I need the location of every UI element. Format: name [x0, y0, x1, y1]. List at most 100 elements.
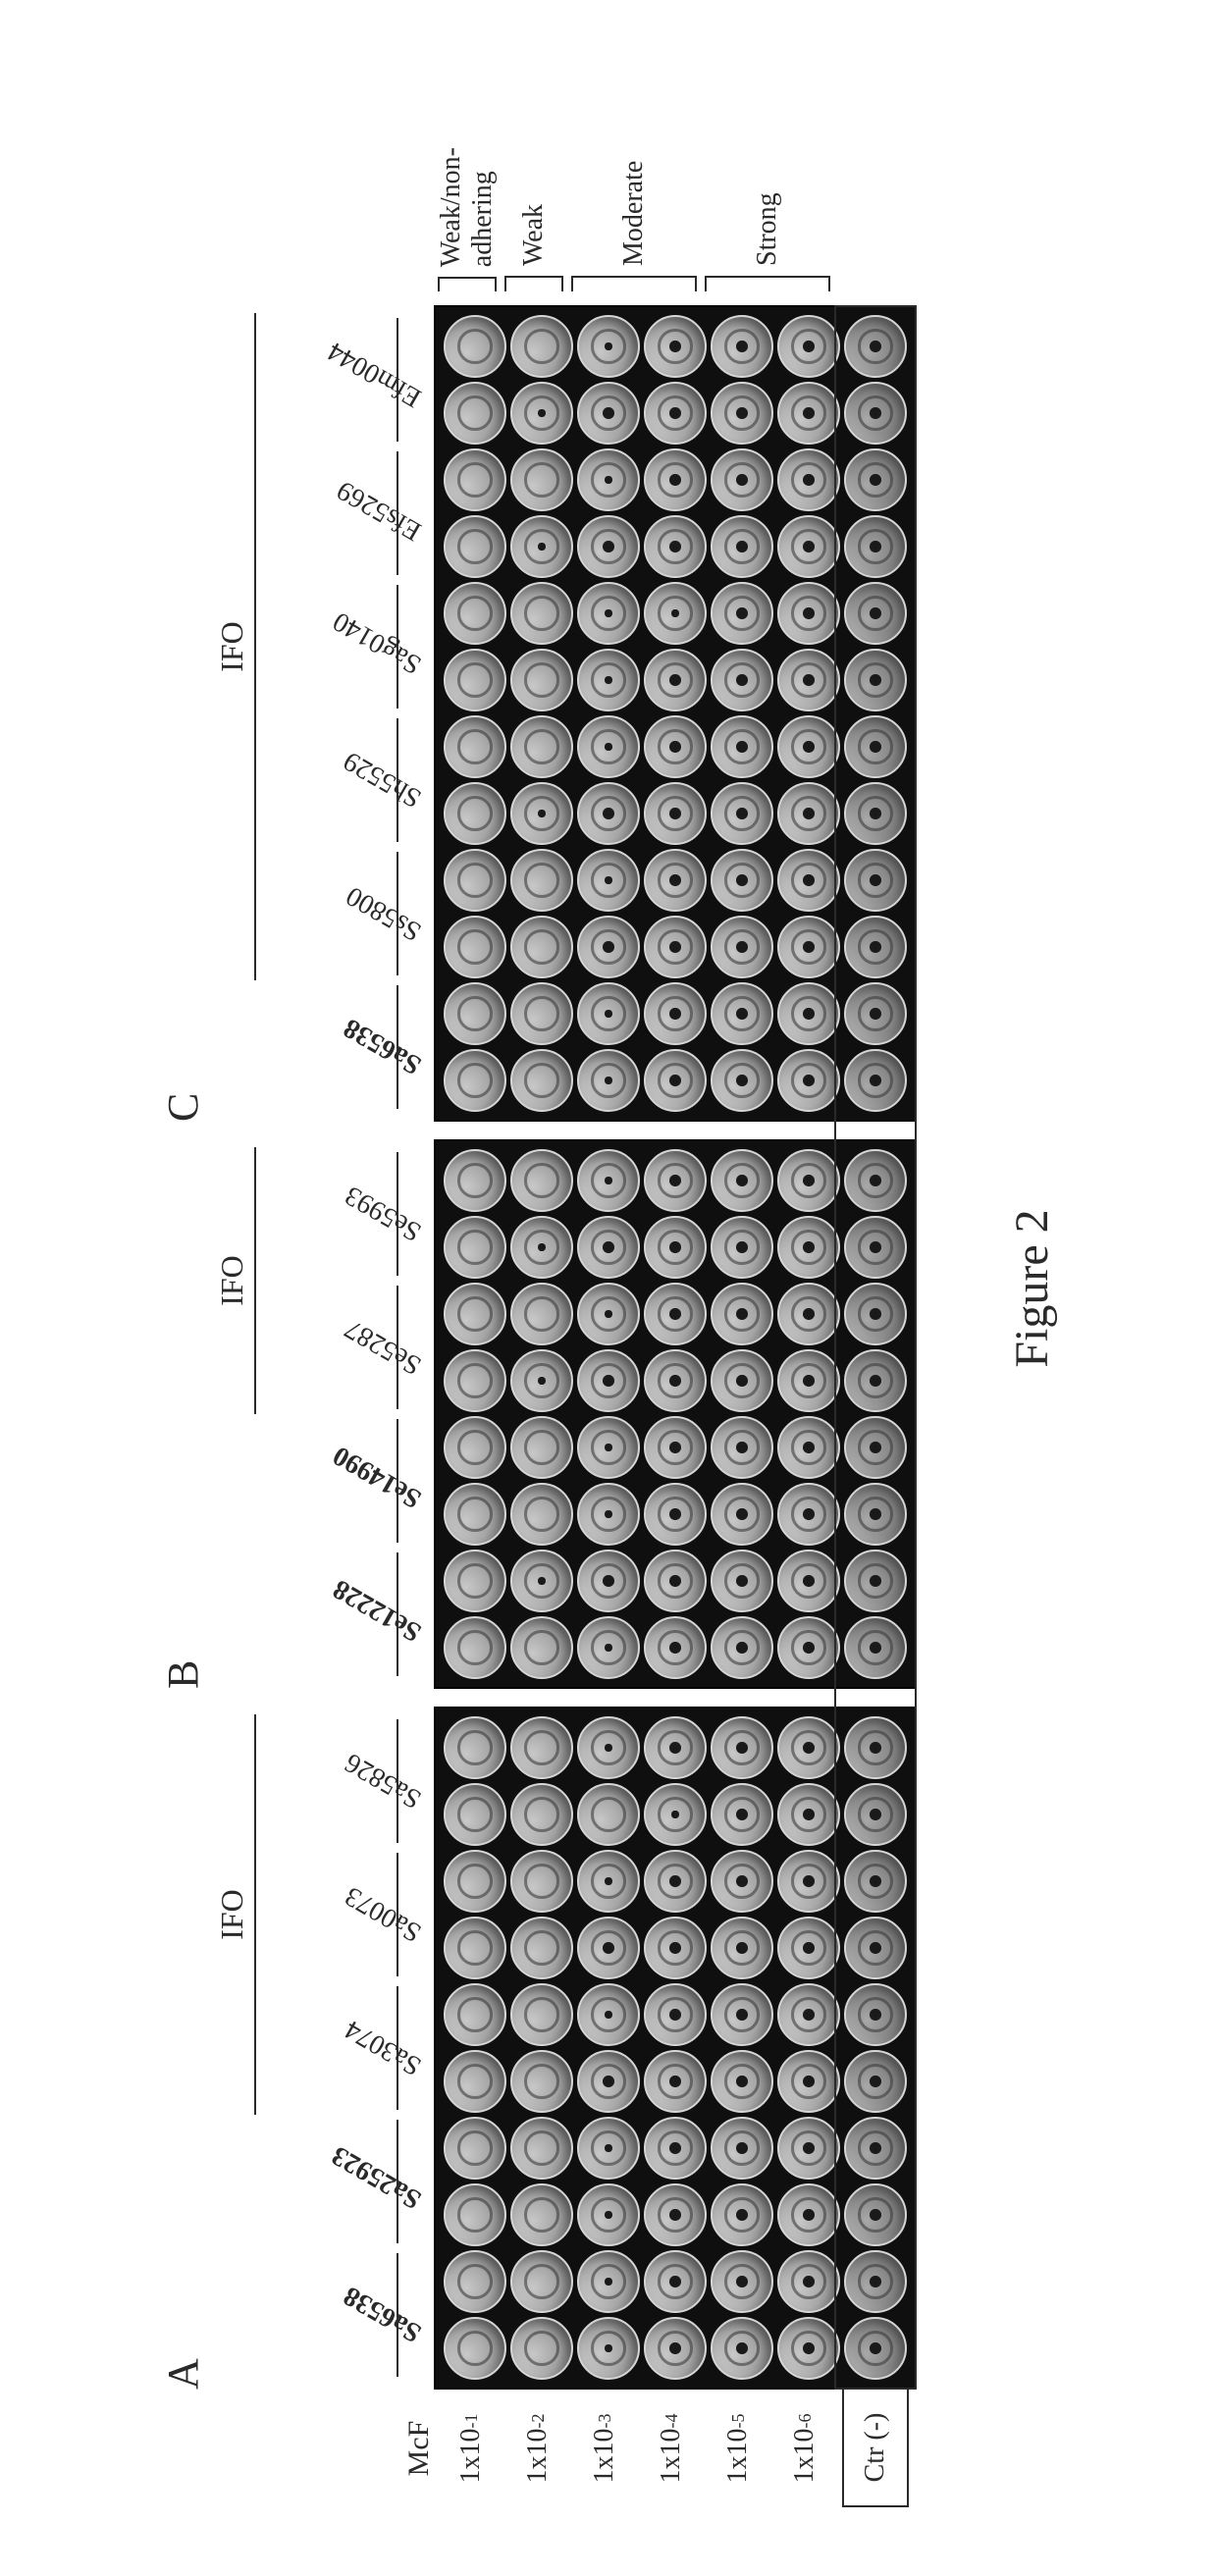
well — [777, 1049, 840, 1112]
well — [844, 2250, 907, 2313]
well — [510, 1850, 573, 1913]
strain-label: Sa3074 — [259, 1981, 397, 2115]
biofilm-dot — [669, 1875, 681, 1887]
well — [444, 382, 506, 445]
well — [644, 1616, 707, 1679]
category-brace — [705, 276, 830, 291]
biofilm-dot — [538, 409, 545, 416]
strain-tick — [397, 1719, 398, 1843]
well-ring — [724, 863, 759, 897]
well-outer — [644, 782, 707, 845]
well-ring — [591, 1563, 625, 1598]
well — [711, 1216, 773, 1279]
well — [777, 2183, 840, 2246]
well-outer — [510, 315, 573, 378]
well-ring — [591, 596, 625, 630]
well — [711, 1716, 773, 1779]
well — [510, 1216, 573, 1279]
well-ring — [724, 1930, 759, 1965]
well — [510, 515, 573, 578]
well-ring — [591, 796, 625, 830]
well-ring — [791, 1497, 825, 1531]
well — [510, 1783, 573, 1846]
well-outer — [510, 782, 573, 845]
well-outer — [777, 1349, 840, 1412]
biofilm-dot — [736, 941, 748, 953]
well — [844, 649, 907, 711]
well-ring — [524, 529, 558, 563]
well-ring — [457, 1930, 492, 1965]
well-ring — [724, 1497, 759, 1531]
biofilm-dot — [669, 1575, 681, 1587]
plates-container — [402, 305, 917, 2390]
biofilm-dot — [870, 1809, 881, 1820]
well-outer — [844, 2250, 907, 2313]
well-outer — [711, 1416, 773, 1479]
well-ring — [524, 796, 558, 830]
well-ring — [791, 1430, 825, 1464]
well — [644, 2183, 707, 2246]
well-outer — [777, 1216, 840, 1279]
well — [844, 715, 907, 778]
well — [777, 1716, 840, 1779]
well-outer — [844, 849, 907, 912]
well — [510, 1049, 573, 1112]
well — [777, 715, 840, 778]
well-ring — [658, 2331, 692, 2365]
well-outer — [444, 1550, 506, 1612]
well-ring — [791, 729, 825, 763]
well-outer — [711, 382, 773, 445]
well-outer — [844, 315, 907, 378]
well-outer — [444, 1917, 506, 1979]
well-outer — [577, 315, 640, 378]
well-outer — [577, 1349, 640, 1412]
strain-holder-C: Sa6538Ss5800Sh5529Sag0140Efs5269Efm0044 — [259, 305, 397, 1122]
well-ring — [457, 2264, 492, 2298]
well-ring — [858, 1363, 892, 1397]
strain-tick — [397, 318, 398, 442]
well-outer — [644, 515, 707, 578]
biofilm-dot — [803, 808, 815, 819]
well — [510, 649, 573, 711]
well-outer — [444, 982, 506, 1045]
biofilm-dot — [870, 2342, 881, 2354]
well — [711, 2183, 773, 2246]
well-outer — [711, 715, 773, 778]
plate-B — [434, 1139, 917, 1689]
well-ring — [524, 2197, 558, 2232]
well-ring — [524, 462, 558, 497]
well-outer — [644, 1616, 707, 1679]
biofilm-dot — [870, 674, 881, 686]
well-outer — [711, 2117, 773, 2180]
well-ring — [591, 1230, 625, 1264]
biofilm-dot — [605, 1744, 611, 1751]
well — [711, 515, 773, 578]
well — [844, 1850, 907, 1913]
strain-label: Se14990 — [259, 1414, 397, 1548]
strain-tick — [397, 852, 398, 975]
well-outer — [844, 2317, 907, 2380]
well — [777, 1149, 840, 1212]
strain-label: Sa25923 — [259, 2115, 397, 2248]
well-ring — [658, 863, 692, 897]
plate-row — [442, 1714, 508, 2382]
well — [444, 515, 506, 578]
well-ring — [791, 2264, 825, 2298]
well-outer — [510, 382, 573, 445]
well-ring — [524, 1563, 558, 1598]
biofilm-dot — [870, 2076, 881, 2087]
plate-row — [442, 313, 508, 1114]
biofilm-dot — [736, 1942, 748, 1954]
dilution-label: 1x10-4 — [638, 2390, 705, 2507]
strain-holder-B: Se12228Se14990Se5287Se5993 — [259, 1139, 397, 1689]
well — [444, 1049, 506, 1112]
well — [510, 2050, 573, 2113]
well-ring — [457, 1497, 492, 1531]
well-ring — [591, 1063, 625, 1097]
well-ring — [591, 929, 625, 964]
well — [444, 2183, 506, 2246]
biofilm-dot — [870, 1308, 881, 1320]
well-outer — [577, 1483, 640, 1546]
well — [844, 1416, 907, 1479]
well-outer — [711, 315, 773, 378]
